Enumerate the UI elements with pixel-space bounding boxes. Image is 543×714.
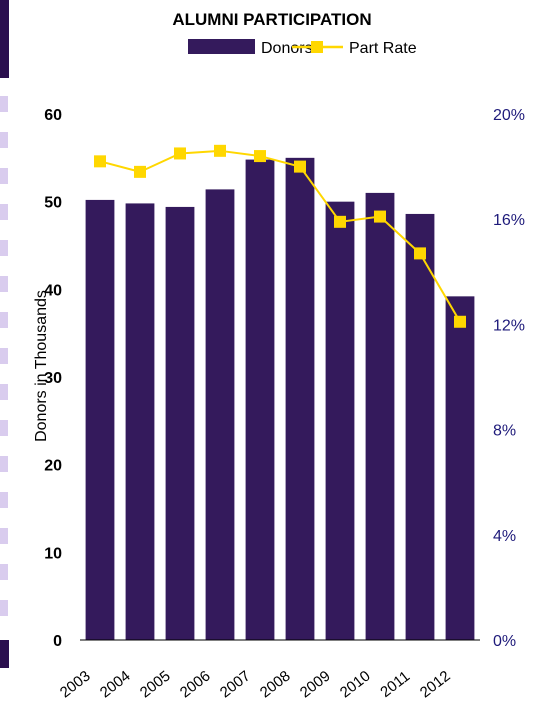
part-rate-marker-2007 <box>254 150 266 163</box>
left-axis-tick-label: 10 <box>44 545 62 562</box>
part-rate-marker-2008 <box>294 160 306 173</box>
legend-donors-swatch <box>188 39 255 54</box>
left-axis-tick-label: 50 <box>44 195 62 212</box>
x-axis-tick-label: 2005 <box>137 667 174 701</box>
part-rate-series <box>94 144 466 328</box>
right-axis-tick-label: 12% <box>493 317 525 334</box>
right-axis-tick-label: 4% <box>493 528 516 545</box>
right-axis-tick-label: 8% <box>493 423 516 440</box>
y-axis-label: Donors in Thousands <box>33 290 50 442</box>
donor-bar-2012 <box>445 296 475 640</box>
part-rate-marker-2003 <box>94 155 106 168</box>
x-axis-tick-label: 2007 <box>217 667 254 701</box>
left-edge-tick <box>0 600 8 616</box>
donor-bar-2008 <box>285 157 315 641</box>
left-edge-tick <box>0 384 8 400</box>
right-axis-tick-label: 20% <box>493 107 525 124</box>
left-edge-tick <box>0 564 8 580</box>
left-edge-tick <box>0 132 8 148</box>
donor-bar-2005 <box>165 206 195 640</box>
x-axis-tick-label: 2004 <box>97 667 134 701</box>
legend-donors-label: Donors <box>261 40 313 57</box>
donor-bar-2006 <box>205 189 235 641</box>
left-edge-tick <box>0 96 8 112</box>
part-rate-marker-2011 <box>414 247 426 260</box>
left-edge-tick <box>0 276 8 292</box>
donor-bar-2004 <box>125 203 155 641</box>
donor-bar-2007 <box>245 159 275 640</box>
left-axis-ticks: 0 10 20 30 40 50 60 <box>44 107 62 650</box>
left-axis-tick-label: 30 <box>44 370 62 387</box>
part-rate-marker-2012 <box>454 315 466 328</box>
x-axis-tick-label: 2003 <box>57 667 94 701</box>
left-axis-tick-label: 20 <box>44 458 62 475</box>
chart-title: ALUMNI PARTICIPATION <box>172 10 371 29</box>
donor-bar-2010 <box>365 192 395 640</box>
x-axis-tick-label: 2008 <box>257 667 294 701</box>
donor-bars <box>85 157 475 641</box>
left-edge-tick <box>0 528 8 544</box>
left-edge-tick <box>0 240 8 256</box>
left-edge-decoration <box>0 0 9 714</box>
right-axis-tick-label: 16% <box>493 212 525 229</box>
legend-part-rate-label: Part Rate <box>349 40 417 57</box>
x-axis-ticks: 2003 2004 2005 2006 2007 2008 2009 2010 2011 2012 <box>57 667 454 701</box>
left-edge-tick <box>0 168 8 184</box>
right-axis-tick-label: 0% <box>493 633 516 650</box>
x-axis-tick-label: 2010 <box>337 667 374 701</box>
x-axis-tick-label: 2011 <box>377 668 413 701</box>
left-axis-tick-label: 0 <box>53 633 62 650</box>
part-rate-marker-2010 <box>374 210 386 223</box>
left-axis-tick-label: 40 <box>44 282 62 299</box>
left-edge-tick <box>0 456 8 472</box>
part-rate-marker-2005 <box>174 147 186 160</box>
left-edge-tick <box>0 312 8 328</box>
left-edge-tick <box>0 492 8 508</box>
x-axis-tick-label: 2006 <box>177 667 214 701</box>
legend-part-rate-marker <box>311 41 323 53</box>
right-axis-ticks: 0% 4% 8% 12% 16% 20% <box>493 107 525 650</box>
left-edge-bottom-block <box>0 640 9 668</box>
part-rate-line <box>99 149 461 323</box>
part-rate-marker-2004 <box>134 165 146 178</box>
left-axis-tick-label: 60 <box>44 107 62 124</box>
left-edge-tick <box>0 204 8 220</box>
left-edge-tick <box>0 420 8 436</box>
donor-bar-2011 <box>405 213 435 640</box>
donor-bar-2003 <box>85 199 115 640</box>
legend: Donors Part Rate <box>188 39 417 57</box>
x-axis-tick-label: 2009 <box>297 667 334 701</box>
left-edge-tick <box>0 348 8 364</box>
x-axis-tick-label: 2012 <box>417 667 454 701</box>
left-edge-top-block <box>0 0 9 78</box>
donor-bar-2009 <box>325 201 355 640</box>
part-rate-marker-2009 <box>334 215 346 228</box>
part-rate-marker-2006 <box>214 144 226 157</box>
